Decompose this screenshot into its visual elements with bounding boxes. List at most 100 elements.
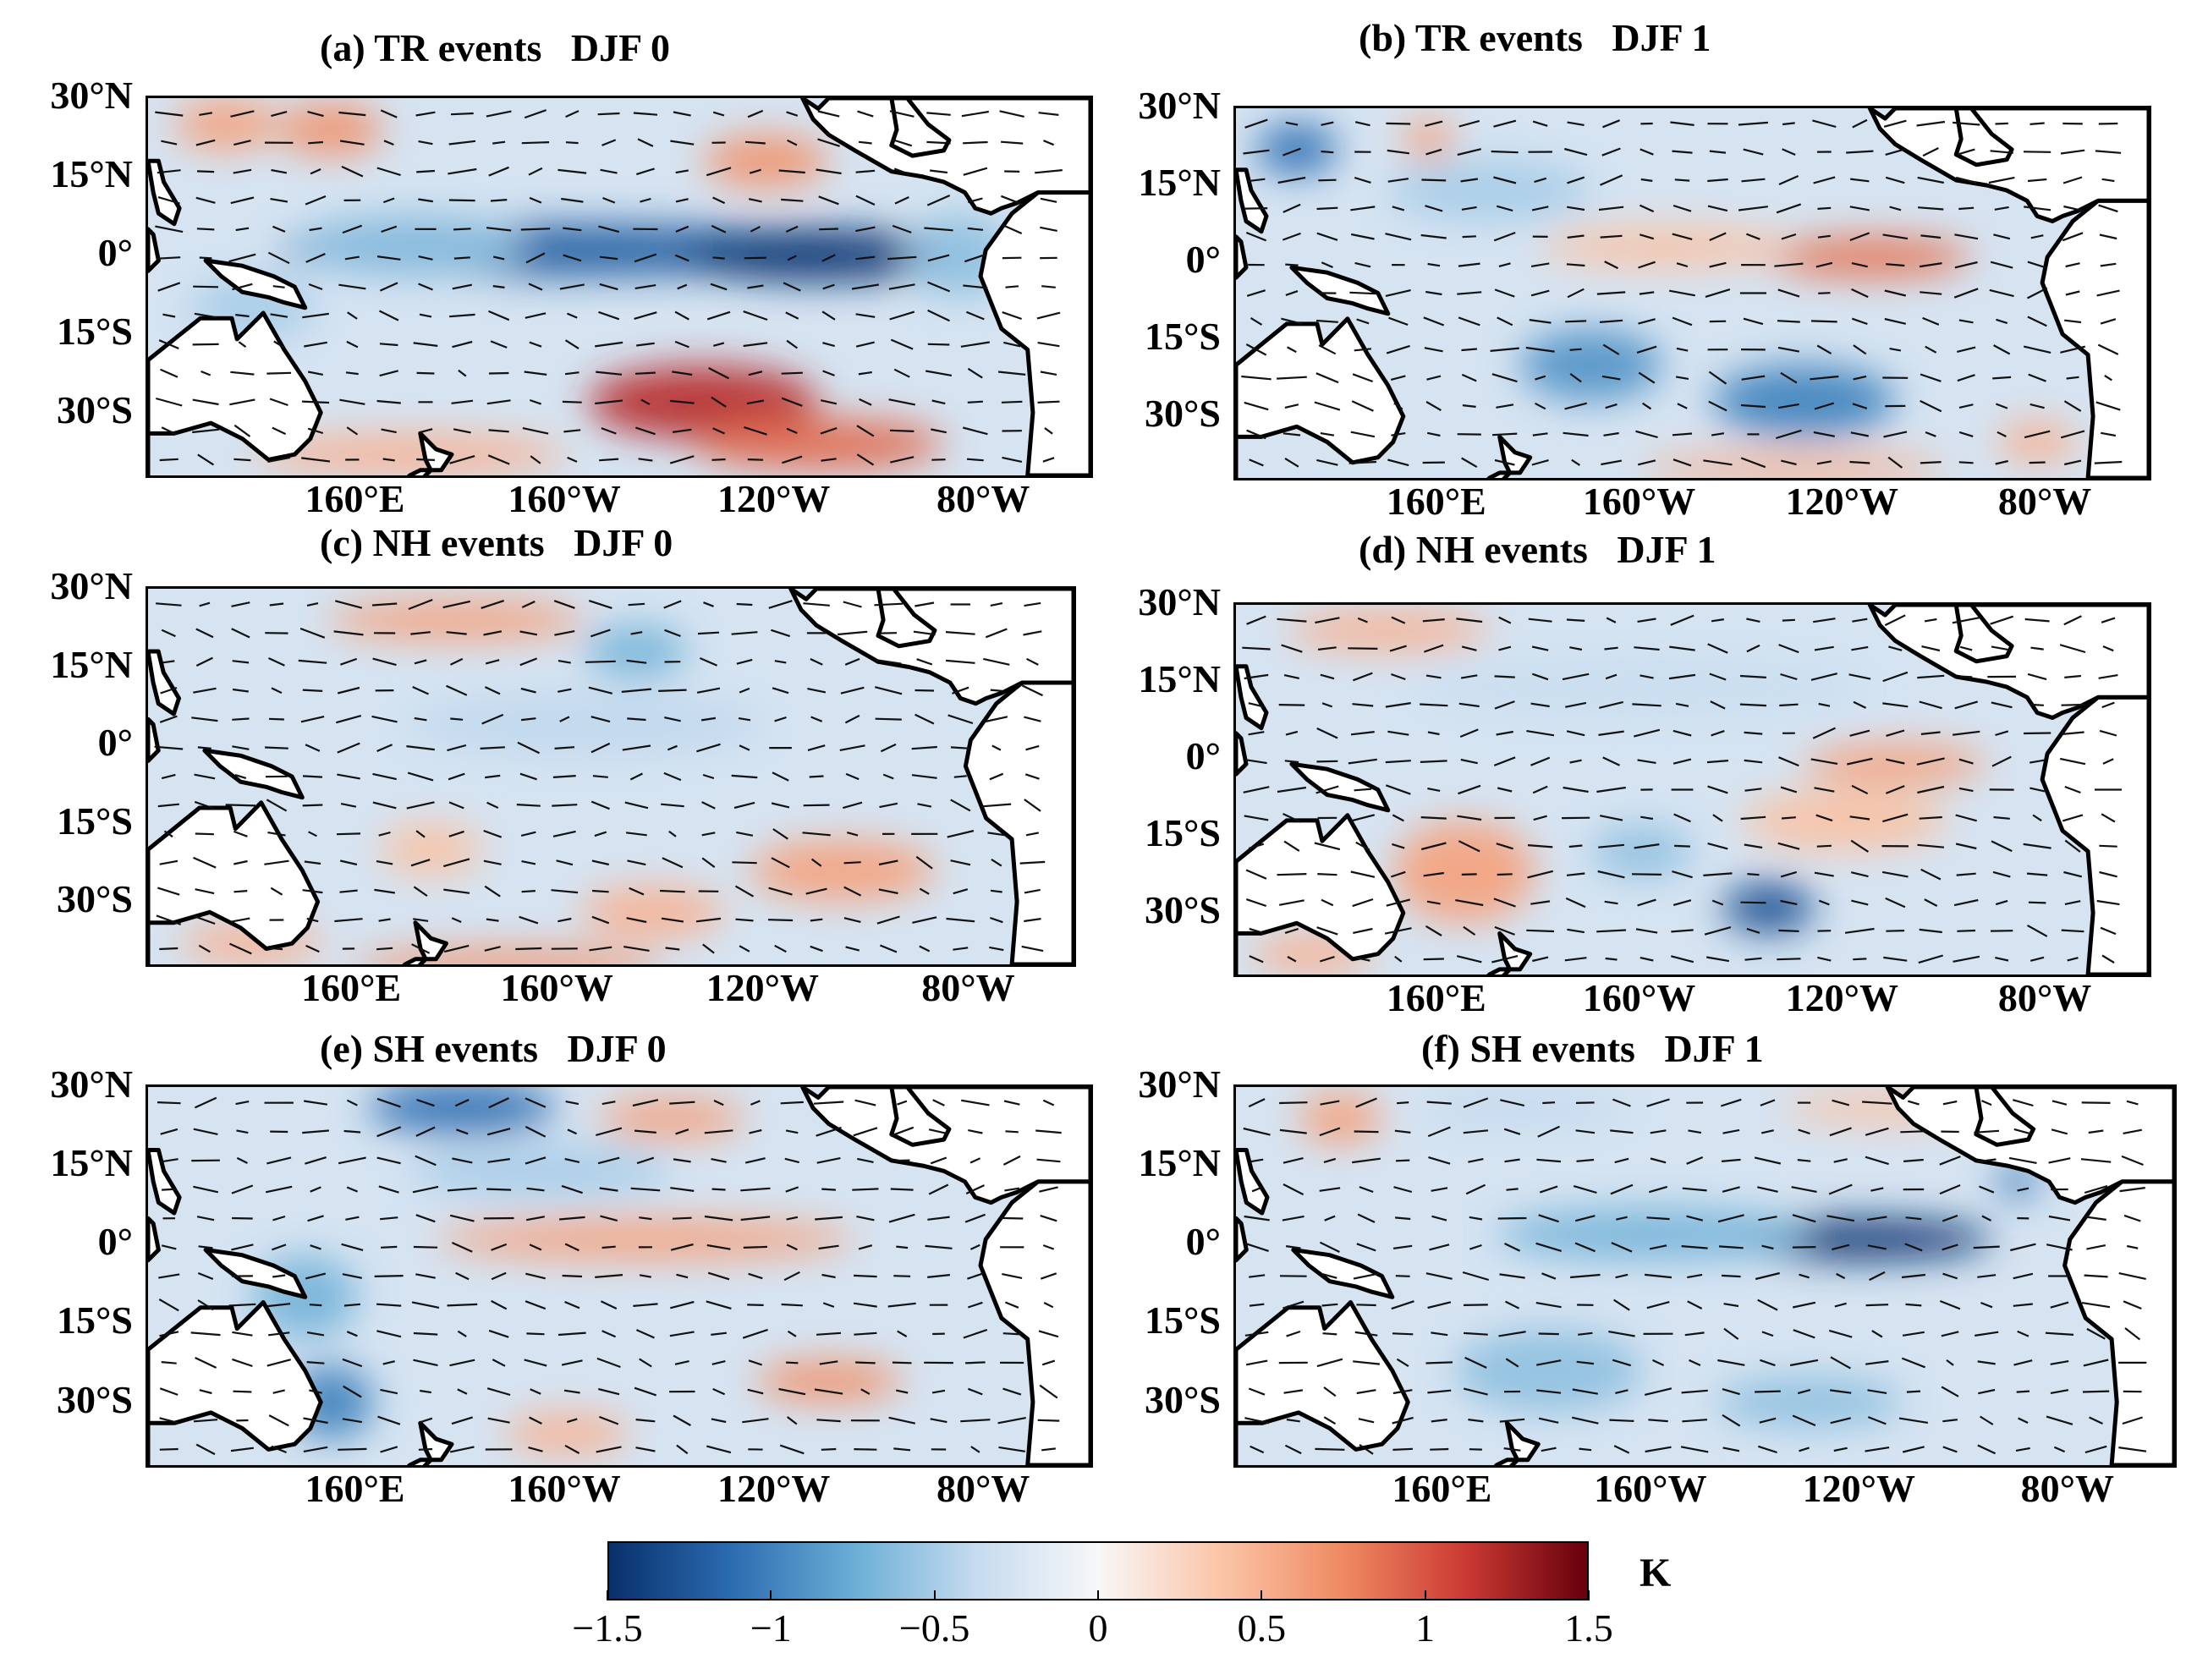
wind-arrow: [1865, 1156, 1889, 1166]
wind-arrow: [1832, 1244, 1850, 1251]
colorbar-tick-mark: [933, 1590, 936, 1600]
wind-arrow: [1761, 1331, 1774, 1337]
wind-arrow: [415, 1155, 437, 1167]
panel-e-lat-label: 30°S: [57, 1377, 133, 1421]
wind-arrow: [1952, 617, 1980, 624]
wind-arrow: [814, 1388, 843, 1395]
wind-arrow: [1281, 644, 1303, 653]
wind-arrow: [1284, 457, 1299, 468]
wind-arrow: [528, 1447, 543, 1452]
wind-arrow: [998, 1446, 1025, 1452]
wind-arrow: [159, 859, 179, 865]
wind-arrow: [452, 283, 473, 290]
wind-arrow: [895, 1389, 909, 1394]
wind-arrow: [1810, 673, 1837, 681]
wind-arrow: [599, 283, 618, 291]
wind-arrow: [453, 256, 470, 260]
wind-arrow: [915, 689, 935, 692]
wind-arrow: [1461, 373, 1477, 382]
wind-arrow: [305, 252, 326, 263]
wind-arrow: [1746, 233, 1760, 240]
wind-arrow: [1746, 618, 1760, 623]
wind-arrow: [927, 281, 951, 293]
wind-arrow: [893, 1447, 911, 1452]
wind-arrow: [1605, 673, 1618, 680]
wind-arrow: [713, 1100, 724, 1106]
wind-arrow: [1638, 318, 1656, 325]
wind-arrow: [674, 1360, 689, 1365]
wind-arrow: [816, 1157, 841, 1164]
wind-arrow: [1705, 288, 1731, 298]
wind-arrow: [1775, 429, 1802, 440]
sst-anomaly-blob: [327, 599, 585, 641]
wind-arrow: [235, 1101, 250, 1106]
wind-arrow: [630, 1187, 661, 1192]
wind-arrow: [1319, 1127, 1341, 1137]
wind-arrow: [1035, 1129, 1062, 1134]
wind-arrow: [339, 398, 365, 405]
wind-arrow: [159, 1331, 179, 1337]
wind-arrow: [1567, 121, 1585, 126]
wind-arrow: [559, 716, 570, 722]
wind-arrow: [1884, 317, 1907, 325]
wind-arrow: [1396, 1358, 1409, 1368]
wind-arrow: [1354, 788, 1372, 792]
wind-arrow: [601, 427, 617, 435]
wind-arrow: [927, 309, 950, 322]
wind-arrow: [158, 1273, 180, 1279]
wind-arrow: [1387, 178, 1409, 183]
sst-anomaly-blob: [1804, 743, 1987, 785]
wind-arrow: [448, 801, 464, 810]
wind-arrow: [1424, 347, 1443, 353]
wind-arrow: [1830, 1356, 1851, 1370]
wind-arrow: [1829, 1127, 1852, 1137]
wind-arrow: [2064, 785, 2081, 794]
wind-arrow: [712, 427, 725, 435]
wind-arrow: [1534, 402, 1546, 410]
wind-arrow: [1350, 814, 1376, 822]
wind-arrow: [515, 947, 542, 951]
wind-arrow: [1814, 645, 1834, 651]
wind-arrow: [1867, 1216, 1887, 1222]
wind-arrow: [1867, 1416, 1887, 1425]
wind-arrow: [1024, 601, 1041, 607]
wind-arrow: [1637, 759, 1656, 764]
wind-arrow: [1043, 1302, 1054, 1309]
wind-arrow: [1499, 1273, 1525, 1279]
wind-arrow: [1853, 344, 1867, 355]
sst-anomaly-blob: [1454, 1328, 1643, 1413]
wind-arrow: [1849, 729, 1870, 737]
wind-arrow: [1853, 958, 1867, 961]
wind-arrow: [1672, 316, 1693, 327]
wind-arrow: [1956, 872, 1976, 876]
wind-arrow: [1245, 898, 1267, 908]
wind-arrow: [1676, 347, 1689, 352]
wind-arrow: [1532, 432, 1548, 436]
wind-arrow: [1531, 206, 1549, 211]
wind-arrow: [981, 803, 1012, 808]
wind-arrow: [1675, 702, 1689, 707]
wind-arrow: [710, 283, 728, 291]
wind-arrow: [1038, 1330, 1059, 1338]
wind-arrow: [928, 1128, 949, 1135]
wind-arrow: [2062, 814, 2084, 822]
wind-arrow: [1040, 371, 1057, 376]
colorbar-tick-label: 1.5: [1564, 1606, 1613, 1650]
wind-arrow: [1352, 898, 1374, 908]
wind-arrow: [376, 399, 401, 404]
wind-arrow: [1611, 1242, 1633, 1253]
wind-arrow: [1958, 206, 1975, 211]
wind-arrow: [488, 429, 509, 433]
wind-arrow: [2122, 1416, 2143, 1425]
wind-arrow: [1002, 1155, 1021, 1166]
wind-arrow: [888, 1213, 915, 1223]
wind-arrow: [892, 224, 912, 233]
wind-arrow: [525, 1097, 547, 1108]
wind-arrow: [1571, 1416, 1599, 1425]
wind-arrow: [155, 111, 184, 117]
wind-arrow: [1781, 233, 1797, 240]
colorbar-tick-mark: [1424, 1590, 1426, 1600]
wind-arrow: [340, 657, 358, 666]
panel-a-lat-label: 15°N: [50, 151, 133, 195]
wind-arrow: [307, 1215, 324, 1222]
